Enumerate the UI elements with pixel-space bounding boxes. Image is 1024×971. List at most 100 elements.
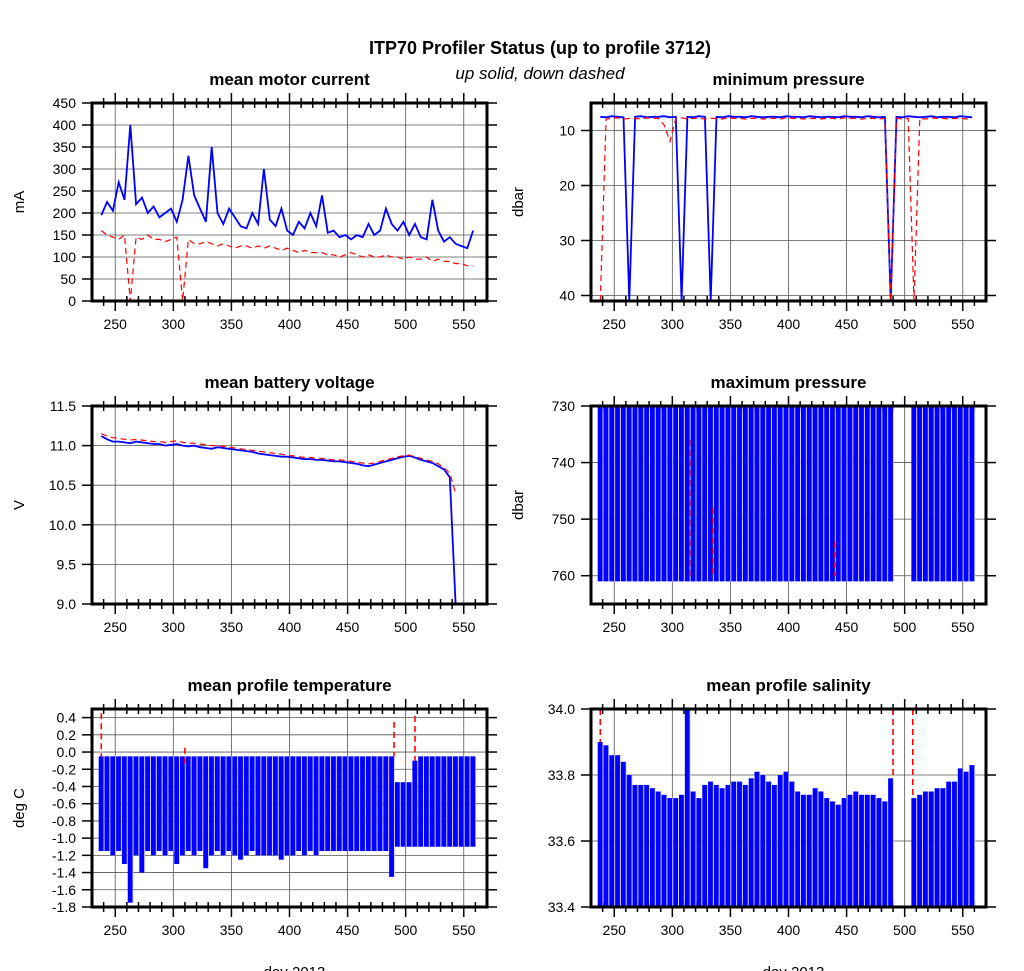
data-bar-up — [911, 406, 917, 582]
data-bar-up — [911, 798, 917, 907]
data-bar-up — [429, 756, 435, 847]
data-bar-up — [940, 406, 946, 582]
y-tick-label: 10 — [559, 123, 575, 139]
y-tick-label: -0.8 — [52, 813, 76, 829]
data-bar-up — [719, 788, 725, 907]
data-bar-up — [841, 406, 847, 582]
data-bar-up — [783, 771, 789, 907]
y-axis-label: dbar — [510, 187, 527, 217]
data-bar-up — [771, 784, 778, 907]
x-tick-label: 250 — [603, 316, 627, 332]
x-tick-label: 300 — [661, 316, 685, 332]
data-bar-up — [649, 406, 656, 582]
panel-mean-profile-temperature: mean profile temperature deg C day 2013 250… — [11, 676, 497, 971]
x-tick-label: 450 — [835, 316, 859, 332]
y-axis-label: mA — [11, 191, 28, 214]
data-bar-up — [690, 791, 696, 907]
data-bar-up — [864, 794, 871, 907]
data-bar-up — [812, 788, 818, 907]
y-tick-label: 0 — [68, 293, 76, 309]
data-bar-up — [870, 794, 876, 907]
data-bar-up — [626, 406, 632, 582]
data-bar-up — [713, 406, 720, 582]
data-bar-up — [331, 756, 337, 852]
data-bar-up — [626, 775, 632, 907]
x-tick-label: 500 — [394, 922, 418, 938]
data-area — [100, 124, 474, 301]
x-tick-label: 400 — [278, 922, 302, 938]
data-bar-up — [110, 756, 116, 856]
data-bar-up — [673, 406, 679, 582]
panel-mean-battery-voltage: mean battery voltage V 250 300 350 400 450 500 5… — [11, 373, 497, 635]
plot-frame — [589, 404, 988, 606]
y-tick-label: 200 — [53, 205, 77, 221]
x-tick-label: 250 — [104, 316, 128, 332]
data-area — [599, 115, 973, 301]
data-bar-up — [801, 406, 807, 582]
y-tick-label: 10.5 — [49, 477, 76, 493]
data-bar-up — [882, 801, 888, 907]
data-bar-up — [162, 756, 168, 856]
x-tick-label: 350 — [220, 316, 244, 332]
y-tick-label: 20 — [559, 178, 575, 194]
x-tick-label: 550 — [951, 619, 975, 635]
data-bar-up — [917, 406, 923, 582]
data-bar-up — [835, 804, 842, 907]
x-tick-label: 400 — [278, 316, 302, 332]
data-bar-up — [319, 756, 325, 852]
x-tick-label: 550 — [452, 316, 476, 332]
data-bar-up — [946, 406, 952, 582]
x-tick-label: 500 — [394, 619, 418, 635]
data-bar-up — [760, 406, 766, 582]
data-bar-up — [969, 406, 975, 582]
data-bar-up — [888, 778, 894, 907]
x-tick-label: 250 — [603, 922, 627, 938]
data-bar-up — [806, 406, 813, 582]
data-bar-up — [754, 771, 760, 907]
data-bar-up — [296, 756, 302, 852]
data-bar-up — [249, 756, 255, 852]
series-line-up — [100, 435, 457, 604]
data-bar-up — [360, 756, 366, 852]
data-area — [100, 433, 457, 604]
data-bar-up — [615, 755, 621, 907]
panel-title: mean motor current — [209, 70, 370, 89]
data-bar-up — [882, 406, 888, 582]
y-tick-label: 150 — [53, 227, 77, 243]
data-bar-up — [661, 406, 667, 582]
y-axis-label: V — [11, 500, 28, 510]
data-bar-up — [313, 756, 319, 856]
data-bar-up — [731, 406, 737, 582]
figure-subtitle: up solid, down dashed — [455, 64, 625, 83]
x-tick-label: 350 — [719, 922, 743, 938]
data-bar-up — [696, 406, 702, 582]
plot-frame — [90, 404, 489, 606]
data-bar-up — [702, 406, 708, 582]
data-bar-up — [835, 406, 842, 582]
data-bar-up — [354, 756, 360, 852]
x-tick-label: 250 — [603, 619, 627, 635]
data-bar-up — [969, 765, 975, 907]
x-tick-label: 500 — [893, 316, 917, 332]
data-bar-up — [934, 406, 940, 582]
data-area — [597, 406, 976, 582]
data-bar-up — [766, 406, 772, 582]
data-bar-up — [859, 794, 865, 907]
data-bar-up — [812, 406, 818, 582]
x-tick-label: 350 — [220, 922, 244, 938]
data-bar-up — [795, 406, 801, 582]
data-bar-up — [725, 406, 731, 582]
x-tick-label: 550 — [951, 922, 975, 938]
data-bar-up — [302, 756, 308, 856]
data-bar-up — [214, 756, 221, 852]
data-bar-up — [98, 756, 104, 852]
y-tick-label: 0.4 — [57, 710, 77, 726]
data-bar-up — [609, 406, 615, 582]
panel-minimum-pressure: minimum pressure dbar 250 300 350 400 450 500 55… — [510, 70, 996, 332]
y-tick-label: 34.0 — [548, 701, 575, 717]
y-axis-label: deg C — [11, 788, 28, 828]
data-bar-up — [795, 791, 801, 907]
data-bar-up — [684, 709, 691, 907]
data-bar-up — [133, 756, 139, 856]
